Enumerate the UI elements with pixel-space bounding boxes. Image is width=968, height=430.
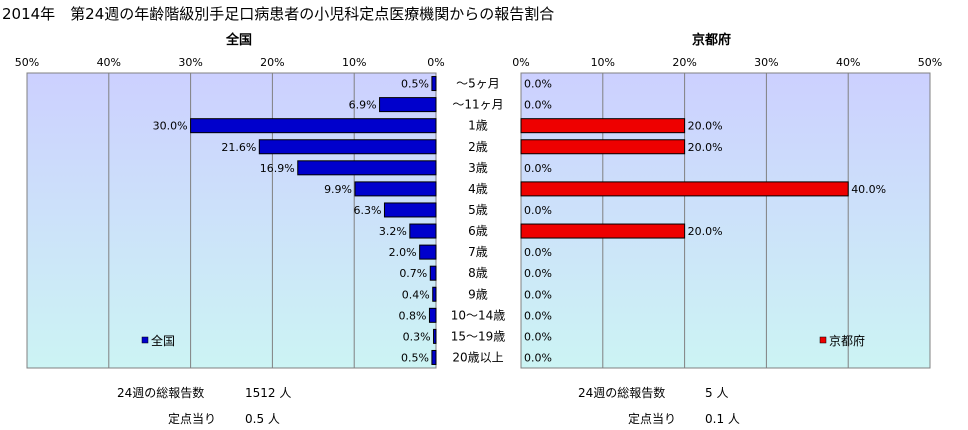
- tick-label-kyoto: 20%: [672, 56, 696, 69]
- category-label: 5歳: [468, 203, 488, 217]
- data-label-national: 0.5%: [401, 78, 429, 91]
- data-label-kyoto: 0.0%: [524, 330, 552, 343]
- bar-national: [354, 181, 437, 197]
- category-label: 4歳: [468, 182, 488, 196]
- data-label-national: 9.9%: [324, 183, 352, 196]
- bar-national: [379, 97, 437, 113]
- bar-national: [432, 286, 437, 302]
- category-label: 20歳以上: [452, 350, 503, 364]
- bar-national: [431, 349, 437, 365]
- bar-national: [409, 223, 437, 239]
- legend-label-national: 全国: [151, 333, 175, 348]
- bar-kyoto: [520, 223, 686, 239]
- tick-label-national: 30%: [178, 56, 202, 69]
- tick-label-national: 40%: [97, 56, 121, 69]
- bar-national: [431, 76, 437, 92]
- category-label: 10～14歳: [451, 308, 506, 322]
- category-label: 8歳: [468, 266, 488, 280]
- category-label: ～5ヶ月: [456, 77, 500, 91]
- tick-label-national: 20%: [260, 56, 284, 69]
- data-label-national: 0.8%: [399, 309, 427, 322]
- legend-swatch-kyoto: [819, 336, 827, 344]
- data-label-kyoto: 0.0%: [524, 267, 552, 280]
- data-label-kyoto: 20.0%: [688, 120, 723, 133]
- data-label-national: 21.6%: [221, 141, 256, 154]
- kyoto-total-value: 5 人: [705, 386, 729, 400]
- data-label-national: 2.0%: [389, 246, 417, 259]
- bar-kyoto: [520, 118, 686, 134]
- kyoto-per-label: 定点当り: [628, 412, 677, 426]
- national-per-value: 0.5 人: [245, 412, 280, 426]
- bar-national: [419, 244, 437, 260]
- category-label: 9歳: [468, 287, 488, 301]
- tick-label-kyoto: 50%: [918, 56, 942, 69]
- bar-kyoto: [520, 181, 849, 197]
- data-label-kyoto: 20.0%: [688, 141, 723, 154]
- kyoto-total-label: 24週の総報告数: [578, 386, 666, 400]
- data-label-kyoto: 0.0%: [524, 309, 552, 322]
- national-total-label: 24週の総報告数: [117, 386, 205, 400]
- data-label-kyoto: 0.0%: [524, 246, 552, 259]
- category-label: 7歳: [468, 245, 488, 259]
- data-label-national: 30.0%: [153, 120, 188, 133]
- kyoto-per-value: 0.1 人: [705, 412, 740, 426]
- data-label-kyoto: 0.0%: [524, 204, 552, 217]
- data-label-national: 16.9%: [260, 162, 295, 175]
- data-label-kyoto: 40.0%: [851, 183, 886, 196]
- data-label-national: 6.3%: [354, 204, 382, 217]
- category-label: 2歳: [468, 140, 488, 154]
- legend-swatch-national: [141, 336, 149, 344]
- data-label-kyoto: 20.0%: [688, 225, 723, 238]
- category-label: 3歳: [468, 161, 488, 175]
- tick-label-national: 50%: [15, 56, 39, 69]
- bar-national: [428, 307, 437, 323]
- panel-title-national: 全国: [226, 33, 253, 48]
- data-label-kyoto: 0.0%: [524, 99, 552, 112]
- national-per-label: 定点当り: [168, 412, 217, 426]
- bar-national: [190, 118, 437, 134]
- data-label-kyoto: 0.0%: [524, 351, 552, 364]
- data-label-national: 0.4%: [402, 288, 430, 301]
- national-total-value: 1512 人: [245, 386, 292, 400]
- data-label-kyoto: 0.0%: [524, 78, 552, 91]
- tick-label-kyoto: 40%: [836, 56, 860, 69]
- plot-area-kyoto: [520, 72, 931, 369]
- data-label-national: 0.7%: [399, 267, 427, 280]
- data-label-kyoto: 0.0%: [524, 162, 552, 175]
- bar-national: [383, 202, 437, 218]
- data-label-national: 0.3%: [403, 330, 431, 343]
- panel-title-kyoto: 京都府: [692, 33, 732, 48]
- bar-national: [433, 328, 437, 344]
- tick-label-national: 0%: [427, 56, 444, 69]
- bar-national: [429, 265, 437, 281]
- category-label: ～11ヶ月: [452, 98, 503, 112]
- data-label-national: 6.9%: [349, 99, 377, 112]
- tick-label-kyoto: 0%: [512, 56, 529, 69]
- plot-area-national: [26, 72, 437, 369]
- data-label-national: 0.5%: [401, 351, 429, 364]
- tick-label-national: 10%: [342, 56, 366, 69]
- tick-label-kyoto: 10%: [591, 56, 615, 69]
- chart-title: 2014年 第24週の年齢階級別手足口病患者の小児科定点医療機関からの報告割合: [2, 5, 555, 23]
- tick-label-kyoto: 30%: [754, 56, 778, 69]
- bar-kyoto: [520, 139, 686, 155]
- bar-national: [297, 160, 437, 176]
- category-label: 1歳: [468, 119, 488, 133]
- category-label: 15～19歳: [451, 329, 506, 343]
- data-label-national: 3.2%: [379, 225, 407, 238]
- category-label: 6歳: [468, 224, 488, 238]
- bar-national: [258, 139, 437, 155]
- data-label-kyoto: 0.0%: [524, 288, 552, 301]
- legend-label-kyoto: 京都府: [829, 333, 865, 348]
